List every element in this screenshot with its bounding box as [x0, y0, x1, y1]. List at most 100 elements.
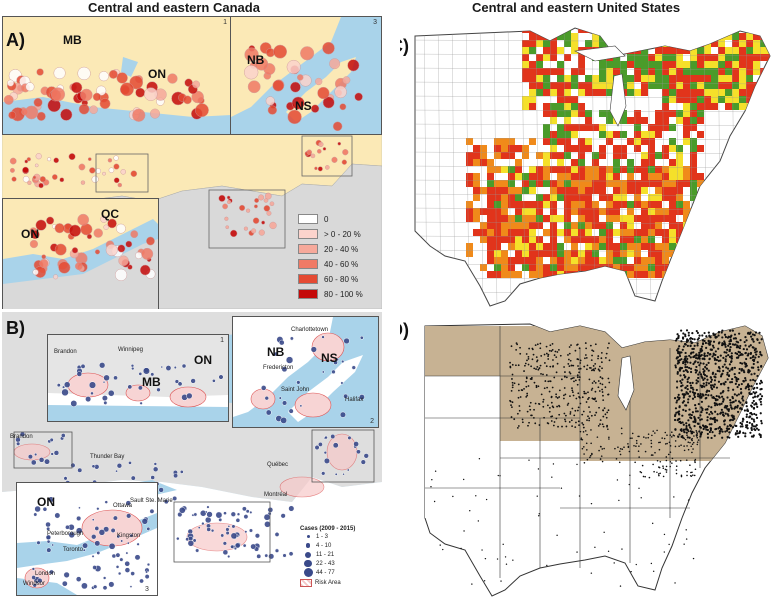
county-cell: [515, 236, 522, 243]
case-dot: [592, 368, 594, 371]
case-dot: [139, 401, 143, 405]
case-dot: [597, 424, 600, 427]
case-dot: [727, 409, 730, 413]
county-cell: [578, 257, 585, 264]
case-dot: [614, 447, 616, 450]
case-dot: [534, 402, 537, 405]
county-cell: [683, 47, 690, 54]
case-dot: [353, 441, 359, 447]
case-dot: [568, 346, 571, 348]
county-cell: [683, 222, 690, 229]
case-dot: [678, 345, 681, 348]
county-cell: [599, 173, 606, 180]
b-overview-box-1: [13, 431, 73, 469]
case-dot: [280, 416, 288, 424]
county-cell: [690, 75, 697, 82]
case-dot: [710, 423, 713, 426]
case-dot: [669, 465, 672, 468]
county-cell: [599, 89, 606, 96]
county-cell: [662, 75, 669, 82]
county-cell: [662, 243, 669, 250]
case-dot: [583, 365, 586, 368]
county-cell: [536, 75, 543, 82]
county-cell: [494, 187, 501, 194]
county-cell: [585, 257, 592, 264]
county-cell: [522, 173, 529, 180]
county-cell: [676, 75, 683, 82]
county-cell: [578, 187, 585, 194]
county-cell: [585, 236, 592, 243]
case-dot: [317, 442, 323, 447]
case-dot: [94, 526, 100, 531]
case-dot: [675, 469, 678, 471]
case-dot: [567, 354, 569, 356]
case-dot: [553, 376, 556, 379]
case-dot: [598, 449, 600, 452]
county-cell: [697, 194, 704, 201]
case-dot: [704, 341, 708, 345]
county-cell: [578, 68, 585, 75]
case-dot: [703, 377, 706, 380]
case-dot: [579, 367, 582, 370]
case-dot: [187, 540, 195, 547]
case-dot: [714, 428, 717, 431]
percentage-dot: [51, 87, 66, 102]
case-dot: [706, 432, 709, 436]
case-dot: [574, 409, 577, 412]
case-dot: [721, 395, 724, 398]
county-cell: [529, 89, 536, 96]
case-dot: [567, 363, 570, 365]
case-dot: [720, 331, 723, 334]
legend-row-b: 11 - 21: [300, 550, 380, 559]
case-dot: [729, 342, 732, 345]
case-dot: [704, 365, 707, 369]
percentage-dot: [53, 67, 66, 80]
county-cell: [641, 75, 648, 82]
county-cell: [543, 215, 550, 222]
legend-swatch: [298, 259, 318, 269]
county-cell: [746, 33, 753, 40]
county-cell: [676, 208, 683, 215]
case-dot: [127, 384, 133, 390]
county-cell: [599, 236, 606, 243]
case-dot: [177, 381, 183, 387]
county-cell: [676, 201, 683, 208]
percentage-dot: [141, 247, 154, 260]
case-dot: [278, 339, 285, 346]
county-cell: [522, 201, 529, 208]
county-cell: [641, 82, 648, 89]
county-cell: [620, 187, 627, 194]
case-dot: [674, 407, 678, 410]
case-dot: [692, 441, 695, 444]
county-cell: [536, 222, 543, 229]
case-dot: [525, 377, 528, 380]
case-dot: [676, 333, 679, 336]
case-dot: [553, 354, 556, 357]
case-dot: [668, 543, 670, 546]
case-dot: [709, 340, 712, 343]
case-dot: [709, 410, 713, 414]
case-dot: [588, 366, 591, 369]
case-dot: [684, 351, 687, 355]
case-dot: [684, 409, 687, 412]
county-cell: [669, 159, 676, 166]
county-cell: [627, 222, 634, 229]
county-cell: [606, 61, 613, 68]
county-cell: [753, 47, 760, 54]
county-cell: [697, 229, 704, 236]
case-dot: [561, 425, 563, 428]
case-dot: [708, 413, 711, 416]
case-dot: [597, 386, 600, 389]
county-cell: [613, 194, 620, 201]
county-cell: [487, 173, 494, 180]
case-dot: [759, 350, 762, 354]
case-dot: [576, 358, 579, 360]
county-cell: [522, 28, 529, 33]
county-cell: [571, 124, 578, 131]
case-dot: [230, 532, 238, 540]
case-dot: [734, 337, 737, 340]
county-cell: [697, 54, 704, 61]
case-dot: [676, 411, 680, 414]
county-cell: [648, 159, 655, 166]
case-dot: [732, 400, 735, 403]
